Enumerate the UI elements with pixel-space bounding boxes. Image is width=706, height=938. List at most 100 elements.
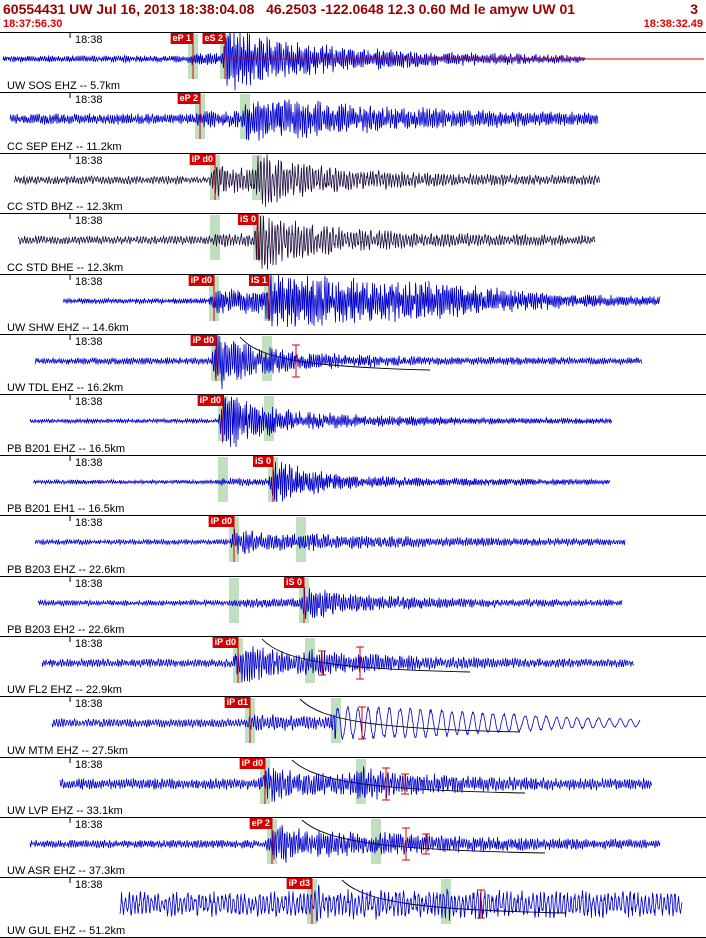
trace-panel: 18:38 UW FL2 EHZ -- 22.9km iP d0 (0, 635, 706, 697)
trace-waveform[interactable] (0, 153, 706, 214)
minute-label: 18:38 (75, 517, 103, 530)
pick-flag[interactable]: iP d0 (190, 334, 216, 346)
pick-flag[interactable]: iP d1 (224, 697, 250, 709)
station-label: UW FL2 EHZ -- 22.9km (7, 684, 122, 697)
station-label: PB B201 EH1 -- 16.5km (7, 503, 125, 516)
pick-flag[interactable]: iS 1 (248, 274, 269, 286)
minute-label: 18:38 (75, 396, 103, 409)
station-label: CC STD BHE -- 12.3km (7, 261, 124, 274)
waveform-path (17, 216, 596, 270)
pick-flag[interactable]: iP d0 (239, 757, 265, 769)
minute-label: 18:38 (75, 335, 103, 348)
waveform-path (59, 766, 653, 802)
trace-waveform[interactable] (0, 455, 706, 516)
pick-flag[interactable]: eP 2 (177, 93, 200, 105)
waveform-path (29, 824, 661, 863)
trace-panel: 18:38 PB B203 EHZ -- 22.6km iP d0 (0, 515, 706, 576)
trace-waveform[interactable] (0, 214, 706, 274)
trace-panel: 18:38 PB B201 EHZ -- 16.5km iP d0 (0, 394, 706, 455)
trace-panel: 18:38 UW MTM EHZ -- 27.5km iP d1 (0, 696, 706, 757)
window-start-time: 18:37:56.30 (3, 18, 63, 30)
station-label: UW TDL EHZ -- 16.2km (7, 382, 124, 395)
trace-waveform[interactable] (0, 274, 706, 335)
pick-flag[interactable]: iS 0 (283, 576, 304, 588)
phase-window-band[interactable] (440, 879, 451, 925)
trace-panel: 18:38 UW ASR EHZ -- 37.3km eP 2 (0, 817, 706, 878)
station-label: UW LVP EHZ -- 33.1km (7, 805, 123, 818)
trace-panel: 18:38 UW TDL EHZ -- 16.2km iP d0 (0, 333, 706, 395)
waveform-path (62, 274, 661, 327)
minute-label: 18:38 (75, 275, 103, 288)
waveform-path (9, 99, 599, 142)
minute-label: 18:38 (75, 879, 103, 892)
pick-flag[interactable]: eP 1 (170, 33, 193, 44)
pick-flag[interactable]: iP d3 (286, 878, 312, 890)
trace-panel: 18:38 UW LVP EHZ -- 33.1km iP d0 (0, 756, 706, 818)
waveform-path (2, 33, 586, 91)
trace-panel-list: 18:38 UW SOS EHZ -- 5.7km eP 1 eS 2 18:38… (0, 32, 706, 938)
trace-panel: 18:38 CC STD BHE -- 12.3km iS 0 (0, 213, 706, 274)
minute-label: 18:38 (75, 819, 103, 832)
waveform-path (34, 529, 626, 555)
minute-label: 18:38 (75, 34, 103, 46)
trace-panel: 18:38 UW SHW EHZ -- 14.6km iP d0 iS 1 (0, 273, 706, 335)
waveform-path (13, 154, 601, 207)
coda-decay-curve (291, 759, 525, 794)
pick-flag[interactable]: iP d0 (212, 636, 238, 648)
trace-panel: 18:38 CC SEP EHZ -- 11.2km eP 2 (0, 92, 706, 153)
pick-flag[interactable]: iS 0 (237, 214, 258, 226)
event-summary-bar: 60554431 UW Jul 16, 2013 18:38:04.08 46.… (0, 0, 706, 18)
trace-waveform[interactable] (0, 334, 706, 395)
station-label: CC STD BHZ -- 12.3km (7, 201, 123, 214)
phase-window-band[interactable] (229, 577, 240, 623)
trace-waveform[interactable] (0, 818, 706, 878)
waveform-path (41, 646, 635, 682)
waveform-path (37, 586, 623, 619)
coda-decay-curve (341, 880, 565, 914)
station-label: UW ASR EHZ -- 37.3km (7, 865, 125, 878)
pick-flag[interactable]: iP d0 (189, 153, 215, 165)
pick-flag[interactable]: eS 2 (202, 33, 225, 44)
trace-waveform[interactable] (0, 93, 706, 153)
minute-label: 18:38 (75, 94, 103, 107)
trace-waveform[interactable] (0, 878, 706, 938)
minute-label: 18:38 (75, 698, 103, 711)
station-label: PB B201 EHZ -- 16.5km (7, 442, 125, 455)
trace-waveform[interactable] (0, 395, 706, 455)
coda-decay-curve (261, 638, 470, 673)
minute-label: 18:38 (75, 154, 103, 167)
minute-label: 18:38 (75, 215, 103, 228)
minute-label: 18:38 (75, 456, 103, 469)
pick-flag[interactable]: iP d0 (197, 395, 223, 407)
page-indicator: 3 (690, 1, 698, 17)
phase-window-band[interactable] (262, 335, 273, 381)
station-label: PB B203 EH2 -- 22.6km (7, 623, 125, 636)
coda-decay-curve (299, 698, 520, 733)
station-label: UW GUL EHZ -- 51.2km (7, 924, 126, 937)
trace-waveform[interactable] (0, 33, 706, 93)
waveform-path (32, 461, 611, 502)
trace-waveform[interactable] (0, 757, 706, 818)
station-label: UW SHW EHZ -- 14.6km (7, 321, 129, 334)
window-end-time: 18:38:32.49 (643, 18, 703, 30)
event-summary: 60554431 UW Jul 16, 2013 18:38:04.08 46.… (3, 1, 576, 17)
trace-panel: 18:38 CC STD BHZ -- 12.3km iP d0 (0, 152, 706, 214)
trace-waveform[interactable] (0, 697, 706, 757)
minute-label: 18:38 (75, 758, 103, 771)
station-label: CC SEP EHZ -- 11.2km (7, 140, 122, 153)
trace-panel: 18:38 PB B203 EH2 -- 22.6km iS 0 (0, 575, 706, 637)
waveform-path (34, 334, 643, 390)
trace-waveform[interactable] (0, 576, 706, 637)
pick-flag[interactable]: iP d0 (208, 516, 234, 528)
trace-panel: 18:38 PB B201 EH1 -- 16.5km iS 0 (0, 454, 706, 516)
pick-flag[interactable]: eP 2 (249, 818, 272, 830)
minute-label: 18:38 (75, 637, 103, 650)
trace-waveform[interactable] (0, 636, 706, 697)
pick-flag[interactable]: iS 0 (252, 455, 273, 467)
trace-panel: 18:38 UW GUL EHZ -- 51.2km iP d3 (0, 877, 706, 938)
pick-flag[interactable]: iP d0 (188, 274, 214, 286)
waveform-path (51, 705, 641, 741)
trace-waveform[interactable] (0, 516, 706, 576)
trace-panel: 18:38 UW SOS EHZ -- 5.7km eP 1 eS 2 (0, 32, 706, 93)
